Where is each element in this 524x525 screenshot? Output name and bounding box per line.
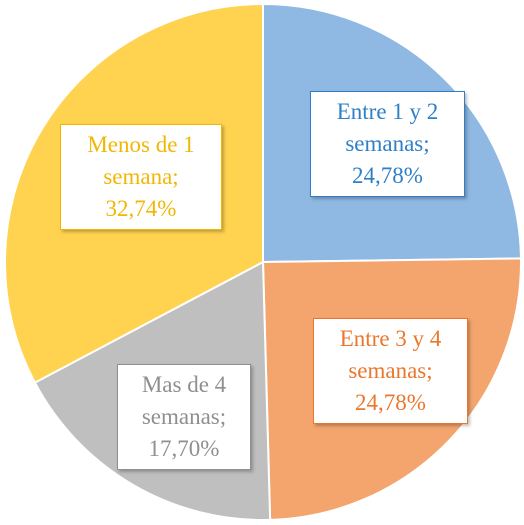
category-label: Menos de 1 semana; [87,132,195,189]
value-label: 32,74% [105,196,177,221]
value-label: 24,78% [352,163,423,188]
data-label: Mas de 4 semanas; 17,70% [117,364,251,470]
data-label: Entre 3 y 4 semanas; 24,78% [313,318,468,424]
category-label: Entre 1 y 2 semanas; [336,99,439,156]
data-label: Entre 1 y 2 semanas; 24,78% [310,91,465,197]
category-label: Entre 3 y 4 semanas; [339,326,442,383]
value-label: 17,70% [148,436,220,461]
data-label: Menos de 1 semana; 32,74% [60,124,222,230]
category-label: Mas de 4 semanas; [141,372,227,429]
value-label: 24,78% [355,390,426,415]
